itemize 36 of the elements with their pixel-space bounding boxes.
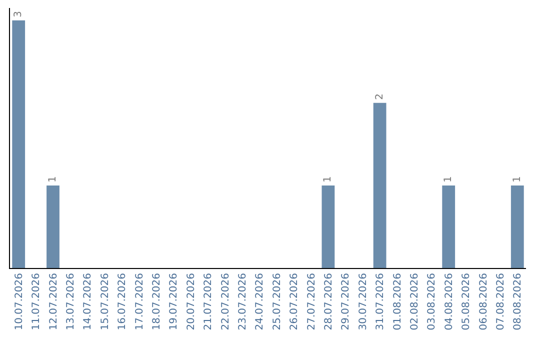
x-tick-label: 06.08.2026 bbox=[478, 273, 490, 330]
x-tick-label: 16.07.2026 bbox=[117, 273, 128, 330]
x-tick-label: 14.07.2026 bbox=[82, 273, 94, 330]
data-label: 3 bbox=[13, 11, 24, 18]
x-tick-label: 27.07.2026 bbox=[306, 273, 318, 330]
x-tick-label: 19.07.2026 bbox=[168, 273, 180, 330]
x-tick-label: 08.08.2026 bbox=[512, 273, 524, 330]
x-tick-label: 25.07.2026 bbox=[272, 273, 283, 330]
x-tick-label: 20.07.2026 bbox=[186, 273, 197, 330]
data-label: 2 bbox=[374, 94, 386, 100]
x-tick-label: 03.08.2026 bbox=[426, 273, 438, 330]
data-label: 1 bbox=[512, 176, 523, 182]
x-tick-label: 01.08.2026 bbox=[392, 273, 404, 330]
x-tick-label: 10.07.2026 bbox=[14, 273, 25, 330]
x-tick-label: 28.07.2026 bbox=[323, 273, 334, 330]
x-tick-label: 23.07.2026 bbox=[237, 273, 248, 330]
x-tick-label: 15.07.2026 bbox=[100, 273, 111, 330]
x-tick-label: 04.08.2026 bbox=[444, 273, 455, 330]
data-label: 1 bbox=[322, 176, 334, 182]
x-tick-label: 18.07.2026 bbox=[151, 273, 162, 330]
x-tick-label: 13.07.2026 bbox=[65, 273, 76, 330]
x-tick-label: 17.07.2026 bbox=[134, 273, 146, 330]
x-tick-label: 24.07.2026 bbox=[254, 273, 266, 330]
x-tick-label: 29.07.2026 bbox=[340, 273, 352, 330]
x-tick-label: 26.07.2026 bbox=[289, 273, 300, 330]
x-tick-label: 11.07.2026 bbox=[31, 273, 42, 330]
x-tick-label: 07.08.2026 bbox=[495, 273, 506, 330]
x-tick-label: 05.08.2026 bbox=[461, 273, 472, 330]
x-tick-label: 12.07.2026 bbox=[48, 273, 60, 330]
x-tick-label: 22.07.2026 bbox=[220, 273, 232, 330]
data-label: 1 bbox=[443, 176, 454, 182]
x-tick-label: 30.07.2026 bbox=[358, 273, 369, 330]
data-label: 1 bbox=[48, 176, 58, 182]
x-tick-label: 31.07.2026 bbox=[375, 273, 386, 330]
x-tick-label: 21.07.2026 bbox=[203, 273, 214, 330]
x-tick-label: 02.08.2026 bbox=[409, 273, 420, 330]
